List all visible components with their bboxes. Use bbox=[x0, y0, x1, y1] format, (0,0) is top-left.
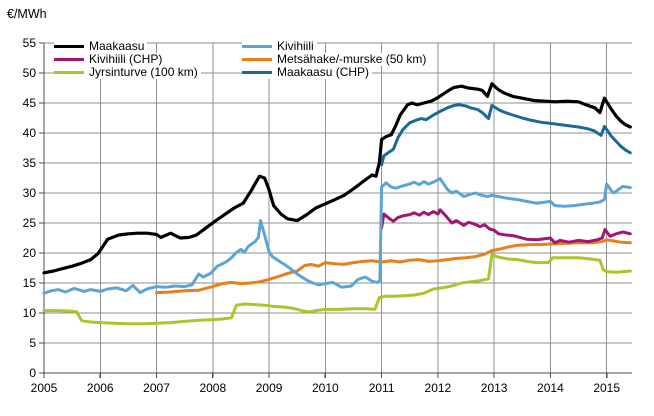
x-tick-label: 2015 bbox=[593, 381, 620, 395]
y-tick-label: 40 bbox=[23, 126, 37, 140]
x-tick-label: 2014 bbox=[537, 381, 564, 395]
series-line-metsahake bbox=[155, 238, 632, 295]
legend-column-2: Kivihiili Metsähake/-murske (50 km) Maak… bbox=[242, 40, 430, 79]
legend-label: Metsähake/-murske (50 km) bbox=[277, 52, 427, 66]
legend-label: Maakaasu bbox=[89, 39, 145, 53]
series-line-kivihiili_chp bbox=[380, 208, 632, 245]
legend-label: Maakaasu (CHP) bbox=[277, 65, 370, 79]
y-tick-label: 0 bbox=[29, 366, 36, 380]
y-tick-label: 25 bbox=[23, 216, 37, 230]
x-tick-label: 2009 bbox=[256, 381, 283, 395]
series-line-maakaasu_chp bbox=[380, 103, 632, 167]
jyrsinturve-line-swatch bbox=[54, 70, 84, 75]
y-tick-label: 5 bbox=[29, 336, 36, 350]
series-line-jyrsinturve bbox=[42, 253, 632, 326]
series-line-maakaasu bbox=[42, 82, 632, 275]
y-tick-label: 30 bbox=[23, 186, 37, 200]
x-tick-label: 2010 bbox=[312, 381, 339, 395]
x-tick-label: 2006 bbox=[87, 381, 114, 395]
metsahake-line-swatch bbox=[242, 57, 272, 62]
x-tick-label: 2013 bbox=[481, 381, 508, 395]
kivihiili-line-swatch bbox=[242, 44, 272, 49]
legend-column-1: Maakaasu Kivihiili (CHP) Jyrsinturve (10… bbox=[54, 40, 242, 79]
legend-item-kivihiili: Kivihiili bbox=[242, 40, 317, 53]
y-tick-label: 15 bbox=[23, 276, 37, 290]
y-tick-label: 45 bbox=[23, 96, 37, 110]
y-tick-label: 50 bbox=[23, 66, 37, 80]
legend-item-maakaasu-chp: Maakaasu (CHP) bbox=[242, 65, 373, 79]
legend-label: Kivihiili bbox=[277, 39, 314, 53]
y-tick-label: 10 bbox=[23, 306, 37, 320]
chart-legend: Maakaasu Kivihiili (CHP) Jyrsinturve (10… bbox=[54, 40, 430, 79]
legend-label: Jyrsinturve (100 km) bbox=[89, 65, 198, 79]
kivihiili-chp-line-swatch bbox=[54, 57, 84, 62]
legend-item-metsahake: Metsähake/-murske (50 km) bbox=[242, 52, 430, 66]
y-tick-label: 35 bbox=[23, 156, 37, 170]
x-tick-label: 2005 bbox=[31, 381, 58, 395]
maakaasu-line-swatch bbox=[54, 44, 84, 49]
x-tick-label: 2008 bbox=[199, 381, 226, 395]
x-tick-label: 2012 bbox=[425, 381, 452, 395]
x-tick-label: 2011 bbox=[369, 381, 395, 395]
y-tick-label: 55 bbox=[23, 36, 37, 50]
legend-item-jyrsinturve: Jyrsinturve (100 km) bbox=[54, 66, 201, 79]
series-line-kivihiili bbox=[42, 177, 632, 295]
y-tick-label: 20 bbox=[23, 246, 37, 260]
legend-item-maakaasu: Maakaasu bbox=[54, 39, 148, 53]
legend-item-kivihiili-chp: Kivihiili (CHP) bbox=[54, 52, 166, 66]
x-tick-label: 2007 bbox=[143, 381, 170, 395]
y-axis-unit-label: €/MWh bbox=[7, 7, 47, 21]
maakaasu-chp-line-swatch bbox=[242, 70, 272, 75]
legend-label: Kivihiili (CHP) bbox=[89, 52, 163, 66]
